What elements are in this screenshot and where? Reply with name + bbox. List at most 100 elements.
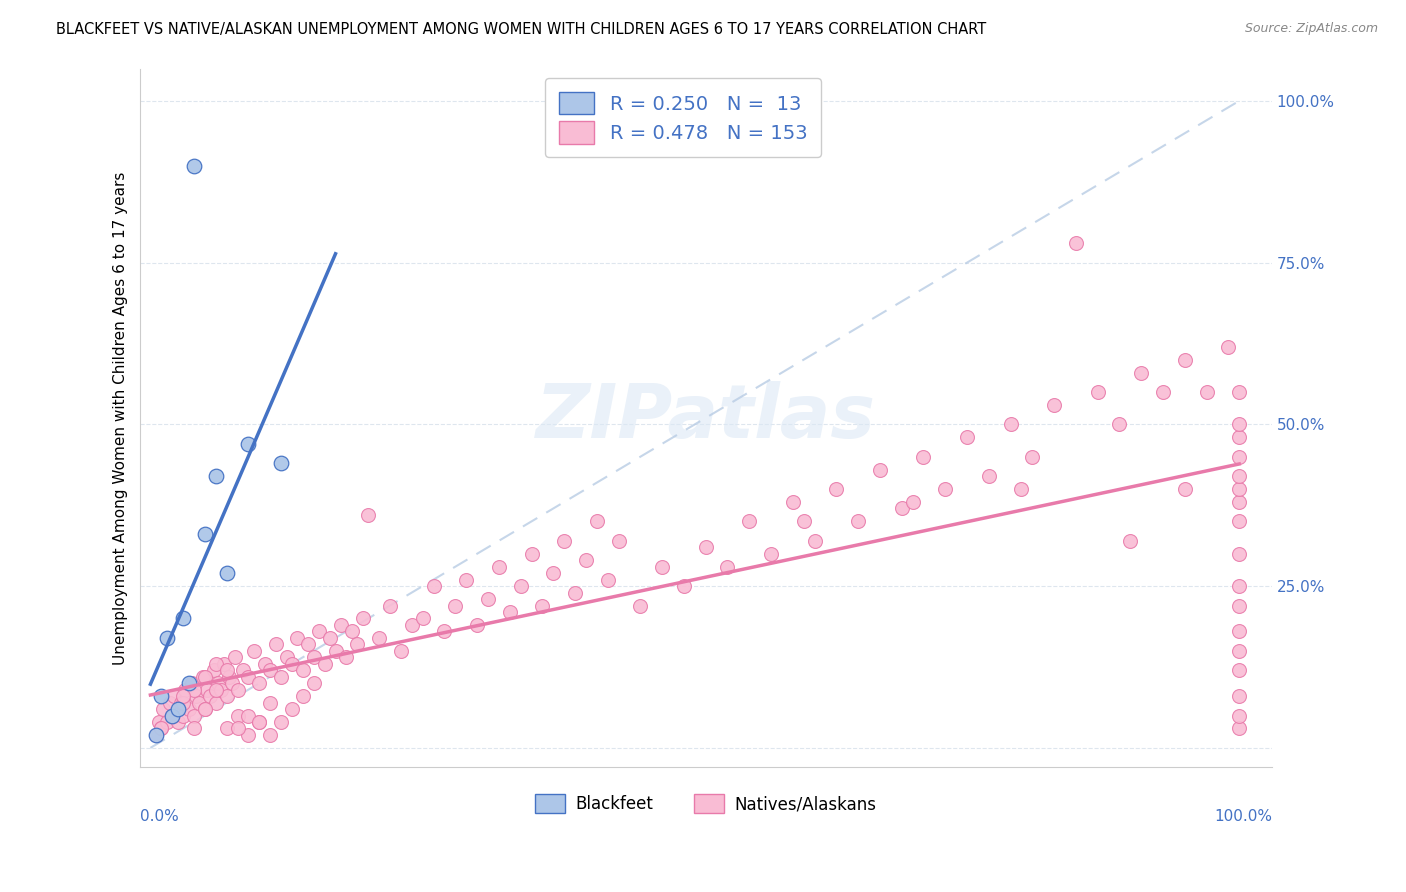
Point (1087, 384, 1109, 399)
Point (259, 728, 281, 742)
Point (145, 728, 167, 742)
Point (335, 650, 357, 665)
Point (1227, 384, 1250, 399)
Point (695, 541, 717, 555)
Point (1000, 417, 1022, 432)
Point (912, 450, 935, 464)
Point (156, 714, 179, 729)
Point (564, 585, 586, 599)
Point (264, 637, 287, 651)
Point (194, 702, 217, 716)
Point (281, 657, 304, 671)
Point (934, 482, 956, 496)
Point (215, 663, 238, 677)
Point (1064, 236, 1087, 251)
Point (152, 702, 174, 716)
Point (291, 663, 314, 677)
Point (160, 708, 183, 723)
Point (1011, 482, 1033, 496)
Point (1227, 599, 1250, 613)
Text: 100.0%: 100.0% (1213, 809, 1272, 824)
Point (1152, 384, 1174, 399)
Point (218, 670, 240, 684)
Point (319, 631, 342, 645)
Point (172, 611, 194, 625)
Point (207, 676, 229, 690)
Point (160, 708, 183, 723)
Point (297, 637, 319, 651)
Point (238, 670, 260, 684)
Point (346, 637, 368, 651)
Point (186, 689, 208, 703)
Point (389, 644, 412, 658)
Point (716, 559, 738, 574)
Point (215, 689, 238, 703)
Point (846, 515, 869, 529)
Point (651, 559, 673, 574)
Point (191, 670, 214, 684)
Point (465, 618, 488, 632)
Point (180, 676, 202, 690)
Point (607, 533, 630, 548)
Point (270, 714, 292, 729)
Point (575, 553, 598, 567)
Point (204, 696, 226, 710)
Point (1227, 644, 1250, 658)
Point (444, 599, 467, 613)
Point (1119, 533, 1142, 548)
Point (232, 663, 254, 677)
Point (759, 547, 782, 561)
Point (166, 714, 188, 729)
Point (352, 611, 374, 625)
Point (1227, 689, 1250, 703)
Point (1021, 450, 1043, 464)
Point (204, 469, 226, 483)
Point (543, 566, 565, 581)
Point (956, 430, 979, 444)
Text: ZIPatlas: ZIPatlas (536, 382, 876, 454)
Point (401, 618, 423, 632)
Point (378, 599, 401, 613)
Point (456, 573, 478, 587)
Point (869, 463, 891, 477)
Point (488, 559, 510, 574)
Point (270, 456, 292, 470)
Point (204, 657, 226, 671)
Point (238, 437, 260, 451)
Point (308, 624, 330, 639)
Point (596, 573, 619, 587)
Point (194, 527, 217, 541)
Point (1227, 579, 1250, 593)
Point (553, 533, 575, 548)
Point (1227, 417, 1250, 432)
Point (1227, 515, 1250, 529)
Point (200, 689, 222, 703)
Point (1227, 547, 1250, 561)
Point (1130, 366, 1153, 380)
Point (195, 682, 218, 697)
Y-axis label: Unemployment Among Women with Children Ages 6 to 17 years: Unemployment Among Women with Children A… (114, 171, 128, 665)
Point (825, 482, 848, 496)
Point (270, 670, 292, 684)
Point (215, 566, 238, 581)
Point (177, 702, 200, 716)
Point (226, 708, 249, 723)
Point (215, 722, 238, 736)
Point (1195, 384, 1218, 399)
Point (150, 689, 173, 703)
Point (325, 644, 347, 658)
Point (221, 676, 243, 690)
Point (226, 682, 249, 697)
Point (183, 722, 205, 736)
Text: Source: ZipAtlas.com: Source: ZipAtlas.com (1244, 22, 1378, 36)
Point (412, 611, 434, 625)
Point (238, 728, 260, 742)
Point (1227, 469, 1250, 483)
Point (1227, 722, 1250, 736)
Point (259, 663, 281, 677)
Point (1218, 340, 1240, 354)
Point (1174, 352, 1197, 367)
Point (531, 599, 554, 613)
Point (238, 708, 260, 723)
Point (291, 689, 314, 703)
